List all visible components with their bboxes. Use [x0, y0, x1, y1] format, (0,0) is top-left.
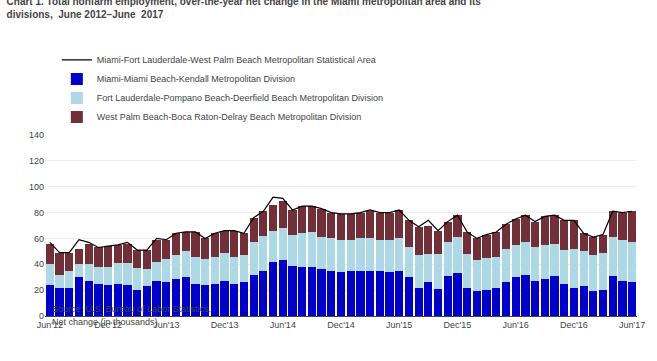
- svg-text:60: 60: [34, 234, 44, 244]
- svg-text:20: 20: [34, 285, 44, 295]
- svg-text:Dec'14: Dec'14: [327, 320, 355, 330]
- svg-text:Jun'12: Jun'12: [37, 320, 63, 330]
- svg-text:Fort Lauderdale-Pompano Beach-: Fort Lauderdale-Pompano Beach-Deerfield …: [97, 93, 383, 103]
- svg-text:Jun'14: Jun'14: [270, 320, 296, 330]
- svg-text:140: 140: [29, 130, 44, 140]
- svg-text:120: 120: [29, 156, 44, 166]
- svg-text:Jun'13: Jun'13: [153, 320, 179, 330]
- svg-text:Dec'13: Dec'13: [211, 320, 239, 330]
- svg-text:Jun'16: Jun'16: [503, 320, 529, 330]
- svg-text:West Palm Beach-Boca Raton-Del: West Palm Beach-Boca Raton-Delray Beach …: [97, 112, 361, 122]
- svg-text:Dec'16: Dec'16: [560, 320, 588, 330]
- svg-text:Net change (in thousands): Net change (in thousands): [52, 317, 158, 327]
- svg-text:Jun'15: Jun'15: [386, 320, 412, 330]
- svg-text:80: 80: [34, 208, 44, 218]
- svg-text:Chart 1. Total nonfarm employm: Chart 1. Total nonfarm employment, over-…: [7, 0, 482, 20]
- svg-text:Miami-Fort Lauderdale-West Pal: Miami-Fort Lauderdale-West Palm Beach Me…: [97, 55, 376, 65]
- svg-text:100: 100: [29, 182, 44, 192]
- svg-text:Dec'12: Dec'12: [94, 320, 122, 330]
- svg-text:Jun'17: Jun'17: [619, 320, 645, 330]
- svg-text:0: 0: [39, 311, 44, 321]
- svg-text:Dec'15: Dec'15: [444, 320, 472, 330]
- svg-text:40: 40: [34, 259, 44, 269]
- svg-text:Miami-Miami Beach-Kendall Metr: Miami-Miami Beach-Kendall Metropolitan D…: [97, 74, 295, 84]
- svg-text:Source: U.S. Bureau of Labor S: Source: U.S. Bureau of Labor Statistics.: [52, 304, 211, 314]
